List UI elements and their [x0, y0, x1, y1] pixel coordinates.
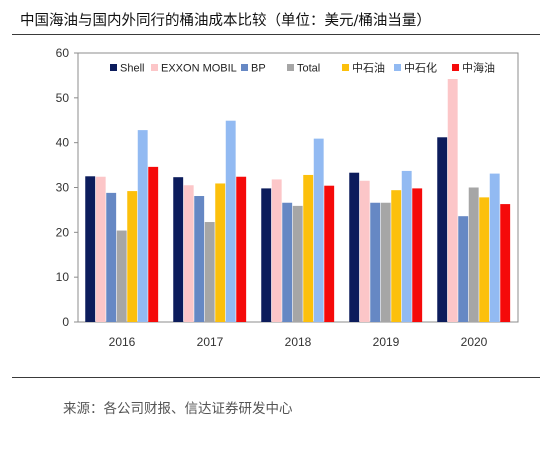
legend-label: Shell — [120, 63, 144, 75]
y-tick-label: 0 — [62, 315, 69, 329]
bar-bp-2019 — [370, 202, 381, 322]
bar-bp-2017 — [194, 196, 205, 322]
bar-exxon-mobil-2020 — [447, 79, 458, 323]
x-tick-label: 2017 — [197, 335, 224, 349]
bar-bp-2018 — [282, 202, 293, 322]
x-tick-label: 2019 — [373, 335, 400, 349]
legend-swatch — [342, 64, 349, 71]
bar-中石油-2016 — [127, 191, 138, 322]
bar-中石油-2020 — [479, 197, 490, 322]
bar-total-2019 — [380, 202, 391, 322]
legend-swatch — [287, 64, 294, 71]
y-tick-label: 30 — [56, 181, 70, 195]
legend-label: EXXON MOBIL — [161, 63, 237, 75]
bar-中海油-2020 — [500, 204, 511, 322]
bar-中石化-2016 — [137, 130, 148, 322]
bar-中石化-2018 — [313, 138, 324, 322]
legend-swatch — [394, 64, 401, 71]
bar-exxon-mobil-2016 — [95, 176, 106, 322]
footer-rule — [12, 377, 540, 378]
bar-中石化-2020 — [489, 173, 500, 322]
legend-label: 中海油 — [462, 61, 495, 75]
x-tick-label: 2016 — [109, 335, 136, 349]
bar-中石油-2019 — [391, 190, 402, 322]
bar-exxon-mobil-2018 — [271, 179, 282, 322]
legend-swatch — [110, 64, 117, 71]
legend-label: 中石油 — [352, 61, 385, 75]
chart-title: 中国海油与国内外同行的桶油成本比较（单位：美元/桶油当量） — [20, 13, 431, 29]
x-tick-label: 2020 — [461, 335, 488, 349]
bar-total-2017 — [204, 222, 215, 322]
bar-shell-2019 — [349, 172, 360, 322]
title-rule — [12, 34, 540, 35]
y-tick-label: 10 — [56, 270, 70, 284]
x-tick-label: 2018 — [285, 335, 312, 349]
bar-中海油-2016 — [148, 166, 159, 322]
bar-shell-2018 — [261, 188, 272, 322]
bar-exxon-mobil-2017 — [183, 185, 194, 322]
y-tick-label: 40 — [56, 136, 70, 150]
bar-中石化-2019 — [401, 170, 412, 322]
legend-swatch — [151, 64, 158, 71]
bar-shell-2016 — [85, 176, 96, 322]
bar-shell-2017 — [173, 177, 184, 322]
legend-swatch — [241, 64, 248, 71]
bar-中海油-2018 — [324, 185, 335, 322]
bar-shell-2020 — [437, 137, 448, 322]
legend-label: 中石化 — [404, 61, 437, 75]
source-note: 来源：各公司财报、信达证券研发中心 — [63, 401, 293, 417]
bar-中石油-2017 — [215, 183, 226, 322]
bar-bp-2016 — [106, 192, 117, 322]
legend-swatch — [452, 64, 459, 71]
bar-total-2018 — [292, 205, 303, 322]
bar-中海油-2019 — [412, 188, 423, 322]
y-tick-label: 50 — [56, 91, 70, 105]
y-tick-label: 60 — [56, 46, 70, 60]
bar-chart: 0 10 20 30 40 50 60 2016 2017 2018 2019 2020 Shell EX… — [56, 46, 519, 349]
bar-中海油-2017 — [236, 176, 247, 322]
bar-中石化-2017 — [225, 120, 236, 322]
bar-total-2016 — [116, 230, 127, 322]
bar-bp-2020 — [458, 216, 469, 322]
legend-label: Total — [297, 63, 320, 75]
y-tick-label: 20 — [56, 225, 70, 239]
bar-exxon-mobil-2019 — [359, 180, 370, 322]
bar-total-2020 — [468, 187, 479, 322]
legend-label: BP — [251, 63, 266, 75]
bar-中石油-2018 — [303, 174, 314, 322]
